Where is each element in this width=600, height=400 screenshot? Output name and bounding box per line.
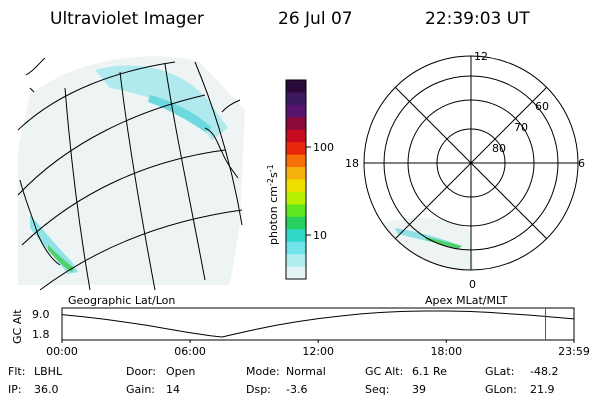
lat-line	[21, 149, 226, 246]
colorbar-cell	[286, 229, 306, 243]
colorbar-cell	[286, 92, 306, 106]
ytick-label: 9.0	[32, 308, 50, 321]
colorbar-cell	[286, 191, 306, 205]
aurora-bright	[48, 245, 74, 272]
lat-line	[17, 94, 206, 196]
y-axis-label: GC Alt	[11, 309, 24, 344]
mlat-label-80: 80	[492, 142, 506, 155]
altitude-series-line	[61, 310, 575, 338]
ytick-label: 1.8	[32, 328, 50, 341]
polar-aurora-bright	[425, 237, 462, 249]
lon-line	[164, 63, 206, 281]
geographic-map: Geographic Lat/Lon	[17, 56, 245, 307]
dsp-value: -3.6	[286, 383, 307, 396]
coastline	[204, 127, 239, 179]
flt-value: LBHL	[34, 365, 63, 378]
map-grid	[17, 61, 243, 291]
dsp-key: Dsp:	[246, 383, 271, 396]
colorbar-cell	[286, 266, 306, 280]
glon-key: GLon:	[485, 383, 517, 396]
ip-value: 36.0	[34, 383, 59, 396]
colorbar-cell	[286, 204, 306, 218]
mlt-label-0: 0	[469, 278, 476, 291]
observation-date: 26 Jul 07	[278, 9, 353, 29]
glat-key: GLat:	[485, 365, 514, 378]
colorbar-frame	[285, 79, 307, 280]
color-scale: 100 10 photon cm-2s-1	[266, 79, 334, 280]
xtick-label: 23:59	[558, 345, 590, 358]
colorbar-cell	[286, 142, 306, 156]
mlt-label-12: 12	[474, 50, 488, 63]
ip-key: IP:	[8, 383, 22, 396]
colorbar-cells	[286, 80, 306, 280]
door-value: Open	[166, 365, 195, 378]
apex-caption: Apex MLat/MLT	[425, 294, 508, 307]
colorbar-cell	[286, 154, 306, 168]
lon-line	[64, 87, 91, 291]
polar-glow	[364, 218, 475, 270]
mode-key: Mode:	[246, 365, 280, 378]
gain-key: Gain:	[126, 383, 155, 396]
seq-value: 39	[412, 383, 426, 396]
coastline	[19, 179, 61, 266]
colorbar-cell	[286, 80, 306, 93]
instrument-title: Ultraviolet Imager	[50, 9, 204, 29]
lon-line	[194, 61, 243, 226]
flt-key: Flt:	[8, 365, 25, 378]
polar-plot: 12 18 6 0 60 70 80 Apex MLat/MLT	[345, 50, 585, 307]
mlt-label-6: 6	[578, 157, 585, 170]
colorbar-cell	[286, 179, 306, 193]
polar-grid	[363, 55, 579, 271]
gcalt-value: 6.1 Re	[412, 365, 447, 378]
coastlines	[19, 57, 241, 266]
coastline	[25, 57, 46, 76]
polar-emission	[364, 218, 475, 270]
geographic-caption: Geographic Lat/Lon	[68, 294, 175, 307]
mlt-label-18: 18	[345, 157, 359, 170]
xtick-label: 06:00	[174, 345, 206, 358]
colorbar-cell	[286, 129, 306, 143]
xtick-label: 00:00	[46, 345, 78, 358]
mlat-label-70: 70	[514, 121, 528, 134]
coastline	[29, 87, 35, 93]
xtick-label: 18:00	[430, 345, 462, 358]
colorbar-cell	[286, 216, 306, 230]
strip-ticks	[61, 340, 575, 343]
xtick-label: 12:00	[302, 345, 334, 358]
glat-value: -48.2	[530, 365, 558, 378]
colorbar-unit-label: photon cm-2s-1	[266, 164, 280, 245]
colorbar-cell	[286, 254, 306, 268]
glon-value: 21.9	[530, 383, 555, 396]
status-footer: Flt: LBHL Door: Open Mode: Normal GC Alt…	[8, 365, 558, 396]
gain-value: 14	[166, 383, 180, 396]
coastline	[221, 99, 241, 113]
mode-value: Normal	[286, 365, 326, 378]
lat-line	[17, 61, 176, 131]
colorbar-cell	[286, 104, 306, 118]
door-key: Door:	[126, 365, 156, 378]
aurora-core	[148, 95, 212, 132]
colorbar-tick-label: 10	[313, 229, 327, 242]
seq-key: Seq:	[365, 383, 389, 396]
colorbar-tick-label: 100	[313, 141, 334, 154]
gcalt-key: GC Alt:	[365, 365, 403, 378]
altitude-strip-chart: 9.0 1.8 GC Alt 00:00 06:00 12:00 18:00 2…	[11, 307, 590, 358]
colorbar-cell	[286, 117, 306, 131]
colorbar-cell	[286, 241, 306, 255]
observation-time: 22:39:03 UT	[425, 9, 530, 29]
polar-spoke	[394, 86, 548, 240]
aurora-emission-map	[18, 56, 245, 285]
lat-line	[39, 209, 243, 291]
lon-line	[119, 71, 156, 291]
aurora-patch	[30, 215, 78, 274]
mlat-label-60: 60	[535, 100, 549, 113]
colorbar-cell	[286, 167, 306, 180]
